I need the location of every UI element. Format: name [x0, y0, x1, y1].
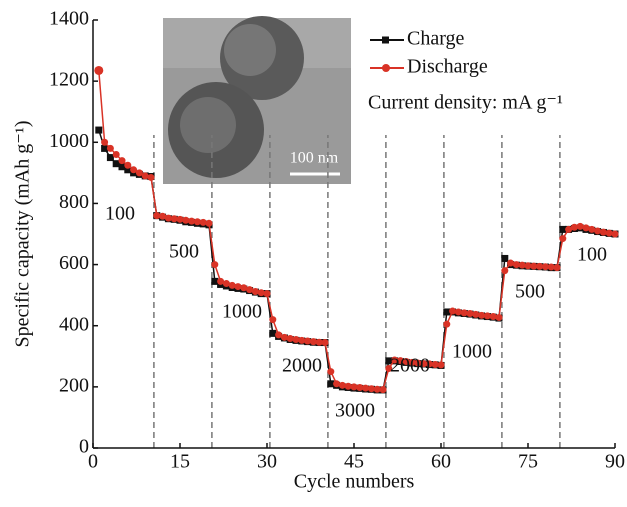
rate-label: 1000	[222, 301, 262, 323]
discharge-marker	[119, 157, 126, 164]
y-tick-label: 800	[59, 191, 89, 213]
discharge-marker	[496, 314, 503, 321]
y-tick-label: 1200	[49, 69, 89, 91]
discharge-marker	[594, 227, 601, 234]
discharge-marker	[380, 386, 387, 393]
discharge-marker	[113, 151, 120, 158]
discharge-marker	[612, 231, 619, 238]
discharge-marker	[264, 290, 271, 297]
y-tick-label: 400	[59, 313, 89, 335]
discharge-marker	[252, 288, 259, 295]
charge-marker	[95, 127, 102, 134]
inset-particle	[224, 24, 276, 76]
discharge-marker	[107, 145, 114, 152]
y-tick-label: 0	[79, 436, 89, 458]
rate-label: 2000	[390, 355, 430, 377]
x-tick-label: 45	[344, 451, 364, 473]
discharge-marker	[443, 321, 450, 328]
x-tick-label: 60	[431, 451, 451, 473]
x-tick-label: 15	[170, 451, 190, 473]
discharge-marker	[211, 261, 218, 268]
rate-label: 1000	[452, 341, 492, 363]
inset-label: 100 nm	[290, 150, 339, 167]
discharge-marker	[327, 368, 334, 375]
rate-label: 100	[105, 203, 135, 225]
discharge-marker	[322, 339, 329, 346]
discharge-marker	[94, 66, 103, 75]
inset-particle	[180, 97, 236, 153]
charge-marker	[501, 255, 508, 262]
x-tick-label: 0	[88, 451, 98, 473]
rate-label: 100	[577, 244, 607, 266]
legend-note: Current density: mA g⁻¹	[368, 92, 563, 114]
y-axis-label: Specific capacity (mAh g⁻¹)	[12, 120, 34, 347]
y-tick-label: 1400	[49, 8, 89, 30]
legend-label: Charge	[407, 28, 465, 50]
legend-label: Discharge	[407, 56, 488, 78]
x-tick-label: 90	[605, 451, 625, 473]
legend-marker	[382, 37, 389, 44]
chart: 100 nm Cycle numbers Specific capacity (…	[0, 0, 627, 507]
discharge-marker	[554, 264, 561, 271]
x-axis-label: Cycle numbers	[294, 471, 415, 493]
rate-label: 3000	[335, 400, 375, 422]
discharge-marker	[438, 361, 445, 368]
legend-marker	[382, 64, 390, 72]
discharge-marker	[281, 334, 288, 341]
rate-label: 2000	[282, 355, 322, 377]
rate-label: 500	[515, 281, 545, 303]
discharge-marker	[206, 220, 213, 227]
x-tick-label: 30	[257, 451, 277, 473]
y-tick-label: 1000	[49, 130, 89, 152]
y-tick-label: 600	[59, 252, 89, 274]
y-tick-label: 200	[59, 374, 89, 396]
discharge-marker	[501, 267, 508, 274]
discharge-marker	[229, 282, 236, 289]
discharge-marker	[124, 162, 131, 169]
discharge-marker	[269, 316, 276, 323]
discharge-marker	[235, 283, 242, 290]
x-tick-label: 75	[518, 451, 538, 473]
discharge-marker	[559, 235, 566, 242]
discharge-marker	[148, 174, 155, 181]
rate-label: 500	[169, 241, 199, 263]
discharge-marker	[101, 139, 108, 146]
